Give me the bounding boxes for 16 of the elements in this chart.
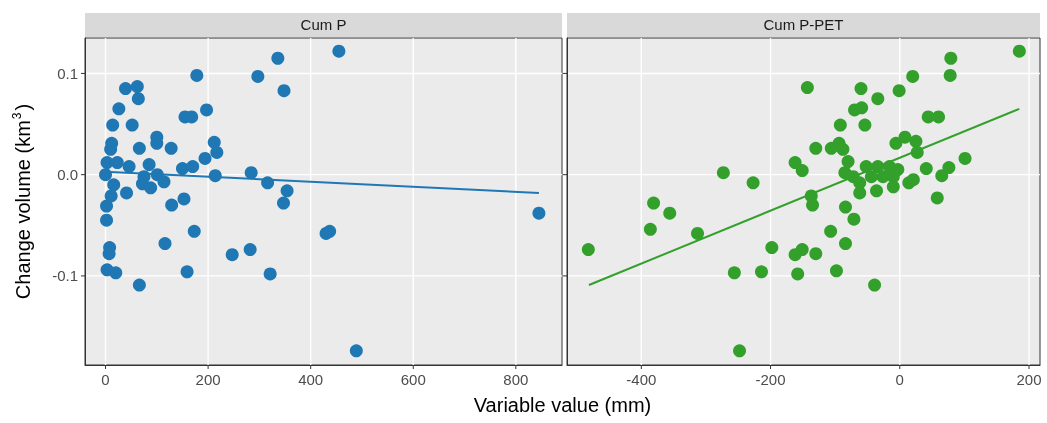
x-tick-label: 200 — [195, 371, 221, 388]
x-tick-label: 600 — [400, 371, 426, 388]
x-tick-label: 800 — [503, 371, 529, 388]
x-tick-label: -200 — [755, 371, 786, 388]
x-tick-label: -400 — [626, 371, 657, 388]
chart-title: Cum P-PET — [567, 13, 1040, 37]
y-tick-label: 0.1 — [57, 64, 78, 82]
x-axis-title: Variable value (mm) — [472, 394, 653, 417]
x-tick-label: 0 — [101, 371, 110, 388]
y-tick-label: 0.0 — [57, 166, 78, 184]
y-axis-title: Change volume (km3) — [10, 103, 34, 300]
x-tick-label: 400 — [298, 371, 324, 388]
x-tick-label: 0 — [895, 371, 904, 388]
y-tick-label: -0.1 — [52, 267, 78, 285]
chart-title: Cum P — [85, 13, 562, 37]
x-tick-label: 200 — [1016, 371, 1042, 388]
